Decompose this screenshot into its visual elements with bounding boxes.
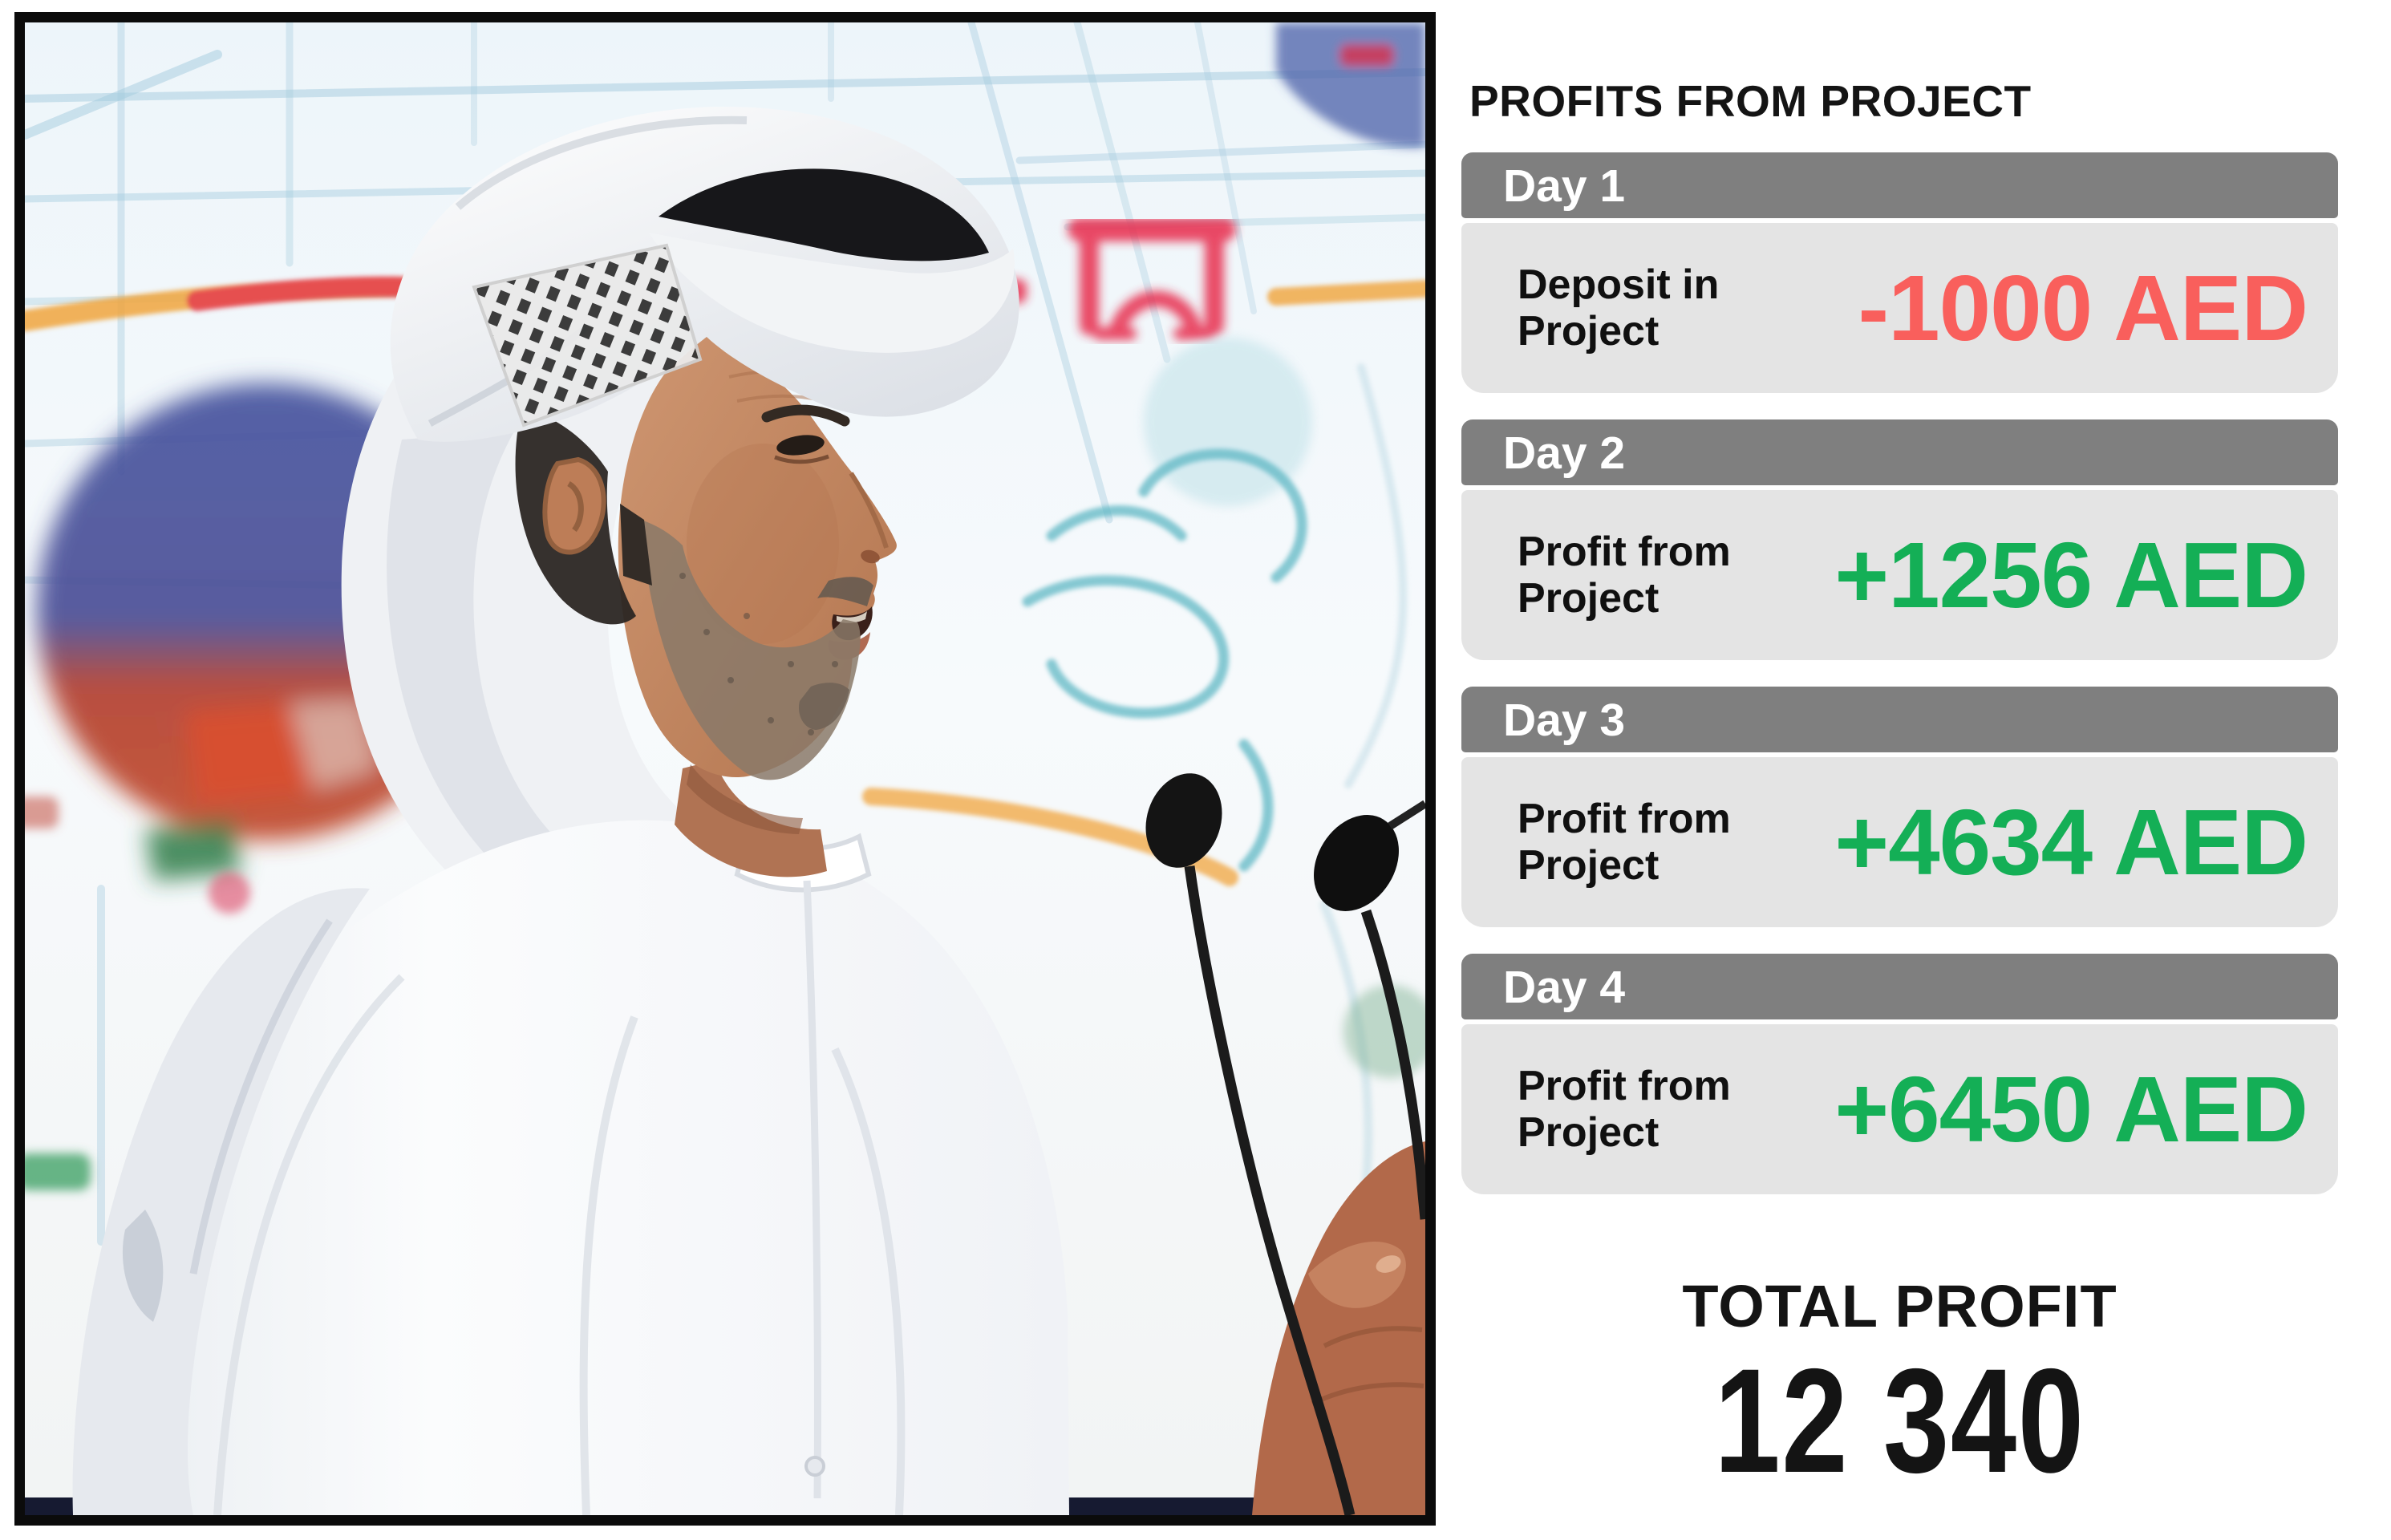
kandura-robe [89, 820, 1069, 1515]
day-2-header: Day 2 [1461, 419, 2338, 485]
ear [542, 456, 606, 555]
day-3-header: Day 3 [1461, 687, 2338, 752]
day-card-4: Day 4 Profit from Project +6450 AED [1461, 954, 2338, 1194]
mic-head-right [1314, 815, 1399, 911]
day-3-label: Profit from Project [1518, 795, 1731, 889]
day-3-body: Profit from Project +4634 AED [1461, 757, 2338, 927]
panel-title: PROFITS FROM PROJECT [1469, 76, 2032, 126]
speaker-photo [14, 12, 1436, 1526]
mic-stem-right [1360, 909, 1425, 1220]
mic-head-left [1145, 773, 1222, 868]
day-4-amount: +6450 AED [1834, 1057, 2308, 1161]
day-1-header: Day 1 [1461, 152, 2338, 218]
day-card-2: Day 2 Profit from Project +1256 AED [1461, 419, 2338, 660]
ghutra-top [390, 106, 1019, 442]
photo-illustration [25, 22, 1425, 1515]
mic-stem-left [1184, 865, 1356, 1515]
day-1-label: Deposit in Project [1518, 261, 1720, 355]
nostril [861, 549, 880, 564]
day-3-amount: +4634 AED [1834, 790, 2308, 894]
total-profit-value: 12 340 [1714, 1339, 2085, 1504]
day-1-amount: -1000 AED [1858, 256, 2308, 360]
mustache [817, 577, 873, 606]
day-2-amount: +1256 AED [1834, 523, 2308, 627]
microphones [1145, 773, 1425, 1515]
day-4-body: Profit from Project +6450 AED [1461, 1024, 2338, 1194]
day-4-header: Day 4 [1461, 954, 2338, 1019]
day-cards: Day 1 Deposit in Project -1000 AED Day 2… [1461, 152, 2338, 1221]
hand [1252, 1141, 1425, 1515]
ghutra-tail [72, 888, 370, 1515]
total-profit-block: TOTAL PROFIT 12 340 [1461, 1272, 2338, 1504]
day-card-1: Day 1 Deposit in Project -1000 AED [1461, 152, 2338, 393]
ghutra-fold-shadow [659, 168, 989, 261]
profits-panel: PROFITS FROM PROJECT Day 1 Deposit in Pr… [1461, 0, 2338, 1540]
eyebrow [761, 404, 850, 427]
speaker-figure [72, 106, 1069, 1515]
total-profit-label: TOTAL PROFIT [1682, 1273, 2117, 1339]
ghutra-mesh-band [472, 243, 703, 428]
day-card-3: Day 3 Profit from Project +4634 AED [1461, 687, 2338, 927]
thumb [1308, 1242, 1406, 1308]
sideburn [620, 504, 652, 586]
day-2-label: Profit from Project [1518, 528, 1731, 622]
day-1-body: Deposit in Project -1000 AED [1461, 223, 2338, 393]
day-4-label: Profit from Project [1518, 1062, 1731, 1156]
eye [776, 435, 825, 456]
day-2-body: Profit from Project +1256 AED [1461, 490, 2338, 660]
corner-fragment [1276, 22, 1425, 148]
